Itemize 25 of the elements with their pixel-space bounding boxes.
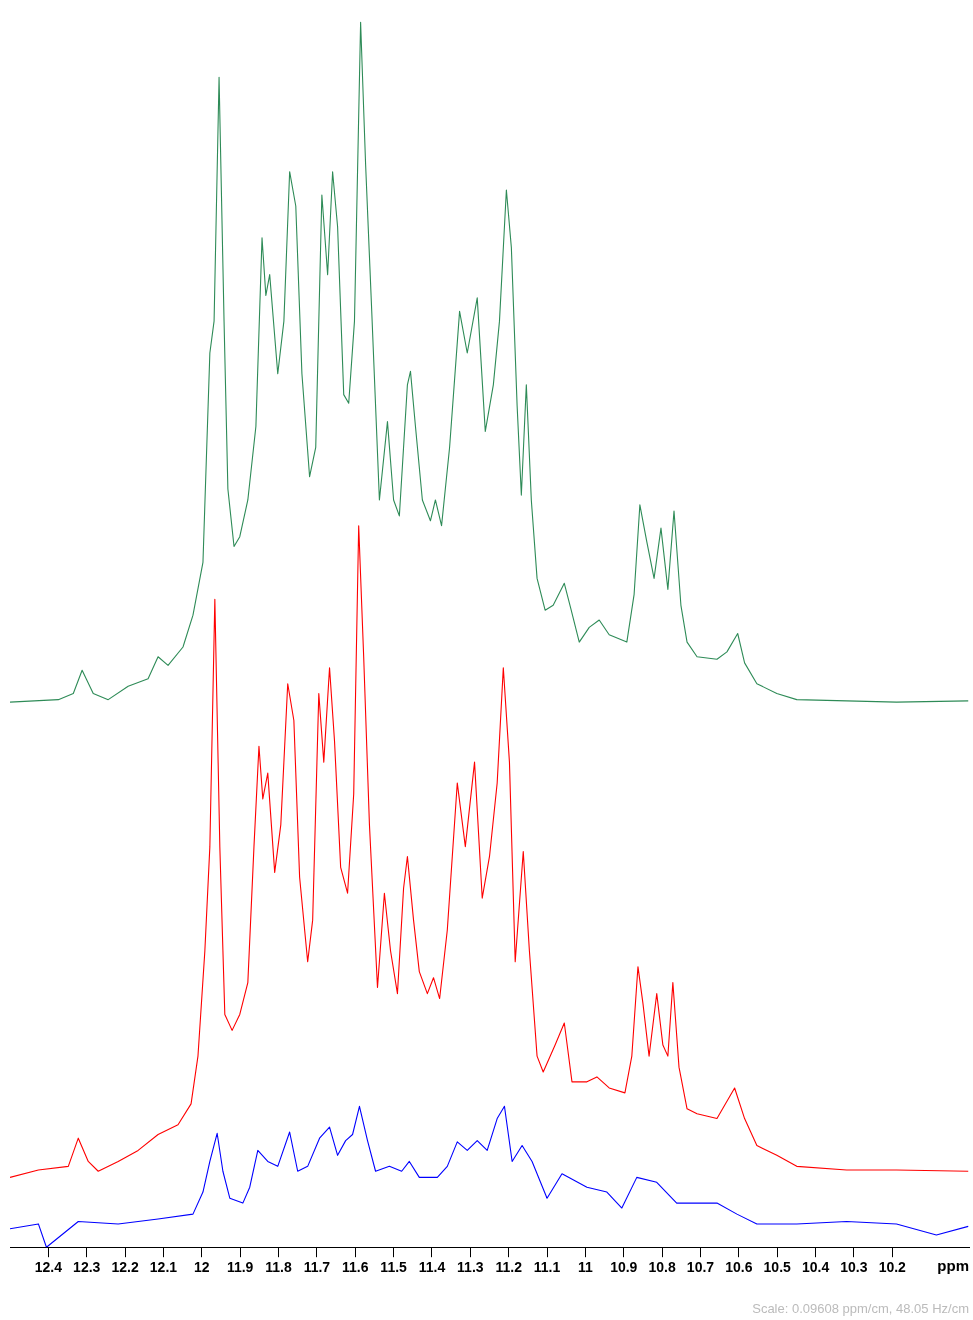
- x-tick-label: 10.3: [840, 1259, 868, 1276]
- x-tick-label: 11.5: [380, 1259, 408, 1276]
- x-tick-label: 11.6: [342, 1259, 369, 1276]
- x-tick-label: 12: [194, 1259, 210, 1276]
- x-tick-label: 11.7: [303, 1259, 331, 1276]
- x-tick-label: 10.9: [610, 1259, 638, 1276]
- x-tick-label: 10.5: [763, 1259, 792, 1276]
- x-tick-label: 12.4: [34, 1259, 63, 1276]
- x-tick-label: 10.6: [725, 1259, 753, 1276]
- x-tick-label: 11.9: [226, 1259, 254, 1276]
- x-tick-label: 12.2: [111, 1259, 139, 1276]
- x-tick-label: 10.2: [878, 1259, 907, 1276]
- x-tick-label: 11: [577, 1259, 594, 1276]
- x-tick-label: 11.1: [533, 1259, 561, 1276]
- x-tick-label: 10.4: [801, 1259, 830, 1276]
- x-tick-label: 12.1: [149, 1259, 178, 1276]
- x-tick-label: 10.8: [648, 1259, 676, 1276]
- x-tick-label: 11.8: [265, 1259, 292, 1276]
- x-axis-title: ppm: [937, 1256, 969, 1274]
- x-tick-label: 12.3: [73, 1259, 101, 1276]
- x-tick-label: 11.4: [418, 1259, 446, 1276]
- x-tick-label: 10.7: [686, 1259, 715, 1276]
- x-tick-label: 11.2: [495, 1259, 523, 1276]
- x-tick-label: 11.3: [457, 1259, 484, 1276]
- text: Scale: 0.09608 ppm/cm, 48.05 Hz/cm: [752, 1301, 969, 1316]
